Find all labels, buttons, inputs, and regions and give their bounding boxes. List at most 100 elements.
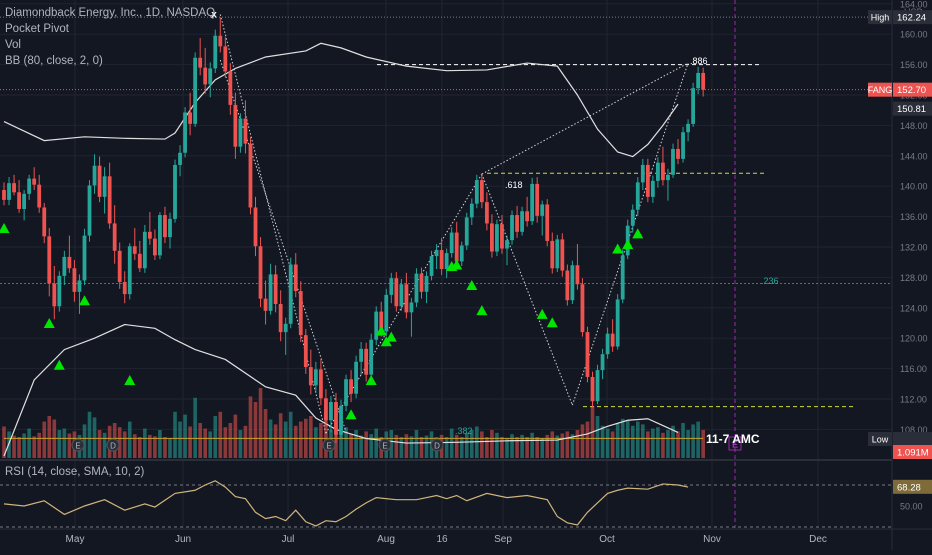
candle-body [303,335,308,368]
symbol-title: Diamondback Energy, Inc., 1D, NASDAQ [5,7,216,19]
volume-bar [298,421,303,458]
bb-upper-tag-value-bg [893,101,932,116]
candle-body [449,232,454,254]
candle-body [97,165,102,197]
candle-body [454,232,459,262]
volume-bar [354,430,358,458]
candle-body [590,376,595,402]
candle-body [676,148,680,159]
harmonic-pattern-line [481,62,689,175]
candle-body [107,176,112,224]
price-axis-tick: 124.00 [900,303,928,313]
price-axis-tick: 140.00 [900,182,928,192]
fib-label-382: .382 [455,426,473,436]
volume-bar [580,424,585,458]
candle-body [570,265,575,301]
pocket-pivot-marker [536,308,548,319]
low-price-tag-label-bg [868,432,892,446]
price-axis-tick: 136.00 [900,212,928,222]
candle-body [459,245,464,262]
candle-body [258,246,263,299]
volume-bar [560,433,565,458]
candle-body [223,46,228,72]
candle-body [273,274,278,304]
volume-bar [198,423,202,458]
candle-body [92,165,97,186]
volume-bar [444,437,449,458]
price-axis-tick: 132.00 [900,243,928,253]
volume-bar [127,421,132,458]
earnings-marker [378,438,392,452]
volume-bar [27,428,31,458]
volume-bar [359,435,363,458]
candle-body [32,178,37,185]
candle-body [681,132,685,159]
candle-body [188,112,193,124]
bb-upper-tag-value: 150.81 [897,104,926,115]
candle-body [434,250,439,257]
candle-body [228,71,233,105]
bb-upper-line [3,42,679,158]
volume-bar [203,428,207,458]
indicator-pocket-pivot-label[interactable]: Pocket Pivot [5,23,69,35]
time-axis-label: May [66,534,85,545]
volume-bar [364,431,368,458]
volume-bar [273,424,278,458]
earnings-marker-label: E [382,442,387,451]
volume-bar [671,425,675,458]
candle-body [22,193,27,209]
volume-bar [525,437,529,458]
volume-bar [117,427,122,458]
volume-bar [339,431,343,458]
low-price-tag-label: Low [872,435,889,445]
candle-body [640,164,645,183]
volume-bar [505,438,509,458]
candle-body [183,112,187,153]
candle-body [42,207,47,237]
upcoming-earnings-label: E [732,440,738,450]
candle-body [686,123,690,133]
pocket-pivot-marker [345,409,357,420]
indicator-bb-label[interactable]: BB (80, close, 2, 0) [5,55,103,67]
high-price-tag-value: 162.24 [897,13,926,24]
pocket-pivot-marker [53,359,65,370]
candle-body [132,246,137,254]
price-axis-tick: 160.00 [900,30,928,40]
candle-body [605,333,610,355]
volume-bar [404,434,409,458]
candle-body [158,215,162,256]
pocket-pivot-marker [622,238,634,249]
volume-bar [656,427,660,458]
candle-body [414,273,419,303]
candle-body [354,361,358,394]
candle-body [238,118,243,147]
price-axis-tick: 164.00 [900,0,928,9]
volume-bar [399,437,404,458]
fib-label-618: .618 [505,180,523,190]
candle-body [102,176,107,197]
candle-body [117,250,122,282]
volume-bar [283,421,288,458]
volume-bar [530,432,534,458]
candle-body [505,240,509,249]
pocket-pivot-marker [78,295,90,306]
indicator-volume-label[interactable]: Vol [5,39,21,51]
volume-bar [37,432,42,458]
candle-body [620,255,625,300]
volume-bar [394,434,399,458]
candle-body [645,164,650,197]
candle-body [243,118,248,144]
volume-bar [646,431,650,458]
price-axis-tick: 108.00 [900,425,928,435]
volume-bar [651,428,655,458]
rsi-legend[interactable]: RSI (14, close, SMA, 10, 2) [5,466,145,478]
pocket-pivot-marker [632,228,644,239]
earnings-date-label: 11-7 AMC [706,432,760,446]
volume-bar [223,427,228,458]
volume-bar [62,428,67,458]
candle-body [419,273,424,292]
volume-bar [263,409,268,458]
